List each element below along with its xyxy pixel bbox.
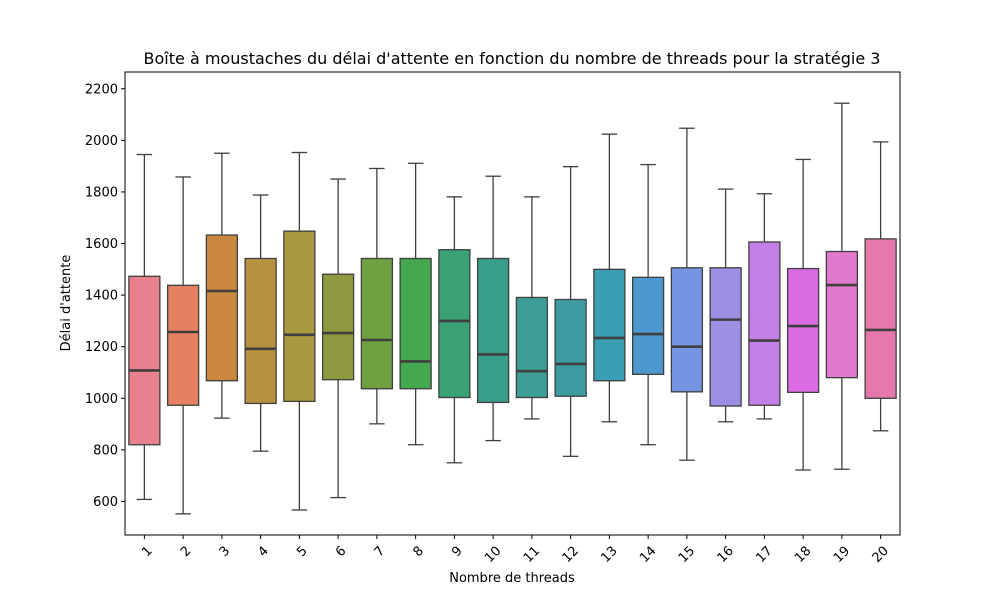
box-9	[438, 196, 471, 464]
iqr-box	[554, 298, 587, 397]
iqr-box	[631, 276, 665, 375]
y-tick-label: 1800	[85, 185, 118, 200]
x-tick-label: 19	[831, 544, 853, 566]
chart-title: Boîte à moustaches du délai d'attente en…	[144, 49, 881, 68]
x-tick-label: 5	[294, 544, 310, 560]
x-tick-label: 1	[139, 544, 155, 560]
x-tick-label: 2	[178, 544, 194, 560]
box-7	[360, 167, 394, 425]
boxes-layer	[128, 102, 897, 515]
box-18	[786, 158, 820, 471]
y-tick-label: 600	[93, 495, 118, 510]
iqr-box	[283, 230, 316, 403]
y-tick-label: 1000	[85, 392, 118, 407]
iqr-box	[205, 234, 239, 382]
x-tick-label: 8	[410, 544, 426, 560]
x-tick-label: 20	[870, 544, 892, 566]
x-tick-label: 9	[449, 544, 465, 560]
iqr-box	[166, 284, 200, 406]
box-3	[205, 152, 239, 419]
x-tick-label: 6	[333, 544, 349, 560]
y-tick-label: 1600	[85, 237, 118, 252]
box-16	[709, 188, 742, 423]
box-19	[825, 102, 859, 470]
iqr-box	[593, 268, 626, 382]
x-tick-label: 18	[792, 544, 814, 566]
y-axis: 600 800 1000 1200 1400 1600 1800 2000 2200	[85, 82, 125, 510]
iqr-box	[360, 257, 394, 390]
y-tick-label: 1200	[85, 340, 118, 355]
x-tick-label: 17	[753, 544, 775, 566]
iqr-box	[476, 257, 510, 404]
y-tick-label: 1400	[85, 289, 118, 304]
iqr-box	[709, 267, 742, 407]
box-11	[515, 196, 549, 420]
x-tick-label: 11	[521, 544, 543, 566]
plot-frame	[124, 71, 901, 536]
box-17	[748, 193, 781, 420]
y-axis-label: Délai d'attente	[59, 255, 74, 352]
iqr-box	[670, 267, 704, 393]
x-axis-label: Nombre de threads	[449, 571, 575, 586]
y-tick-label: 2200	[85, 82, 118, 97]
y-tick-label: 2000	[85, 134, 118, 149]
box-6	[321, 178, 355, 499]
x-tick-label: 13	[598, 544, 620, 566]
iqr-box	[515, 296, 549, 399]
x-tick-label: 12	[560, 544, 582, 566]
box-5	[283, 151, 316, 511]
x-tick-label: 7	[372, 544, 388, 560]
x-tick-label: 15	[676, 544, 698, 566]
iqr-box	[321, 273, 355, 381]
iqr-box	[399, 257, 432, 390]
box-8	[399, 162, 432, 446]
x-tick-label: 14	[637, 544, 659, 566]
x-axis: 1 2 3 4 5 6 7 8 9 10 11 12 13 14 15 16 17 18 19 20	[139, 535, 892, 566]
box-10	[476, 175, 510, 442]
x-tick-label: 10	[482, 544, 504, 566]
box-2	[166, 176, 200, 515]
iqr-box	[825, 250, 859, 379]
iqr-box	[244, 257, 277, 405]
box-4	[244, 194, 277, 452]
box-15	[670, 127, 704, 461]
x-tick-label: 4	[255, 544, 271, 560]
iqr-box	[128, 275, 161, 446]
box-13	[593, 133, 626, 423]
y-tick-label: 800	[93, 443, 118, 458]
iqr-box	[786, 267, 820, 394]
x-tick-label: 16	[715, 544, 737, 566]
box-1	[128, 153, 161, 501]
iqr-box	[864, 238, 897, 399]
iqr-box	[438, 249, 471, 399]
box-20	[864, 141, 897, 432]
box-14	[631, 163, 665, 446]
box-12	[554, 166, 587, 457]
iqr-box	[748, 241, 781, 406]
x-tick-label: 3	[217, 544, 233, 560]
